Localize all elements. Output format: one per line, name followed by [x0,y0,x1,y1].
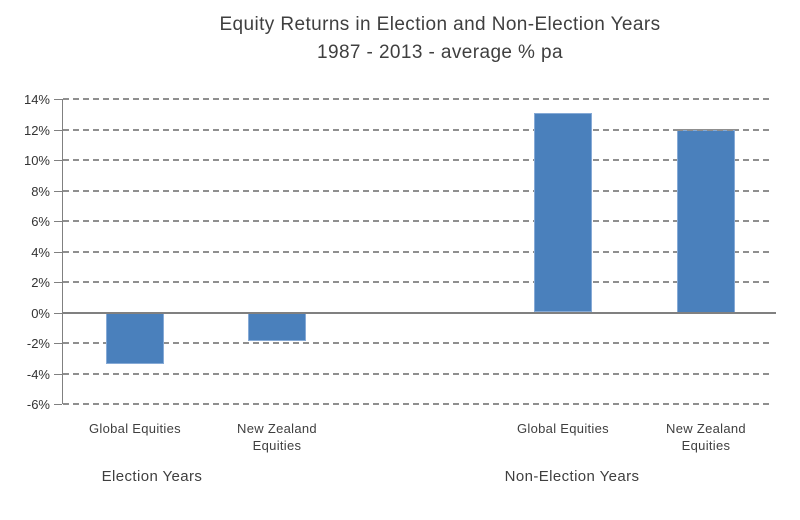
y-axis-tick [54,373,62,375]
y-axis-tick [54,404,62,405]
bar-new-zealand-equities [677,129,735,313]
gridline [63,128,772,131]
y-axis-tick [54,190,62,192]
y-axis-tick [54,282,62,283]
category-label: New Zealand Equities [666,421,746,453]
gridline [63,342,772,344]
y-axis-line [62,99,63,404]
bar-global-equities [106,312,164,365]
group-label: Election Years [101,468,203,485]
y-axis-tick [54,160,62,161]
category-label: New Zealand Equities [237,421,317,453]
gridline-over-bar [677,128,735,131]
bar-new-zealand-equities [248,312,306,342]
gridline [63,250,772,253]
chart-subtitle: 1987 - 2013 - average % pa [317,42,563,63]
y-axis-tick [54,312,62,314]
y-tick-label: -6% [26,397,50,412]
gridline [63,403,772,405]
gridline [63,159,772,161]
y-tick-label: 2% [31,275,50,290]
y-tick-label: 14% [23,92,50,107]
y-axis-tick [54,343,62,344]
y-tick-label: 8% [31,183,50,199]
gridline [63,281,772,283]
gridline [63,220,772,222]
chart-title: Equity Returns in Election and Non-Elect… [219,14,661,35]
bar-global-equities [534,112,592,313]
gridline [63,372,772,375]
y-axis-tick [54,129,62,131]
category-label: Global Equities [517,421,609,436]
y-axis-tick [54,99,62,100]
y-axis-tick [54,251,62,253]
category-label: Global Equities [89,421,181,436]
y-axis-tick [54,221,62,222]
gridline [63,189,772,192]
group-label: Non-Election Years [504,468,640,485]
gridline [63,98,772,100]
y-tick-label: 6% [31,214,50,229]
y-tick-label: 0% [31,305,50,321]
y-tick-label: 4% [31,244,50,260]
y-tick-label: -2% [26,336,50,351]
y-tick-label: 10% [23,153,50,168]
zero-axis-line [62,311,776,314]
y-tick-label: -4% [26,366,50,382]
y-tick-label: 12% [23,122,50,138]
